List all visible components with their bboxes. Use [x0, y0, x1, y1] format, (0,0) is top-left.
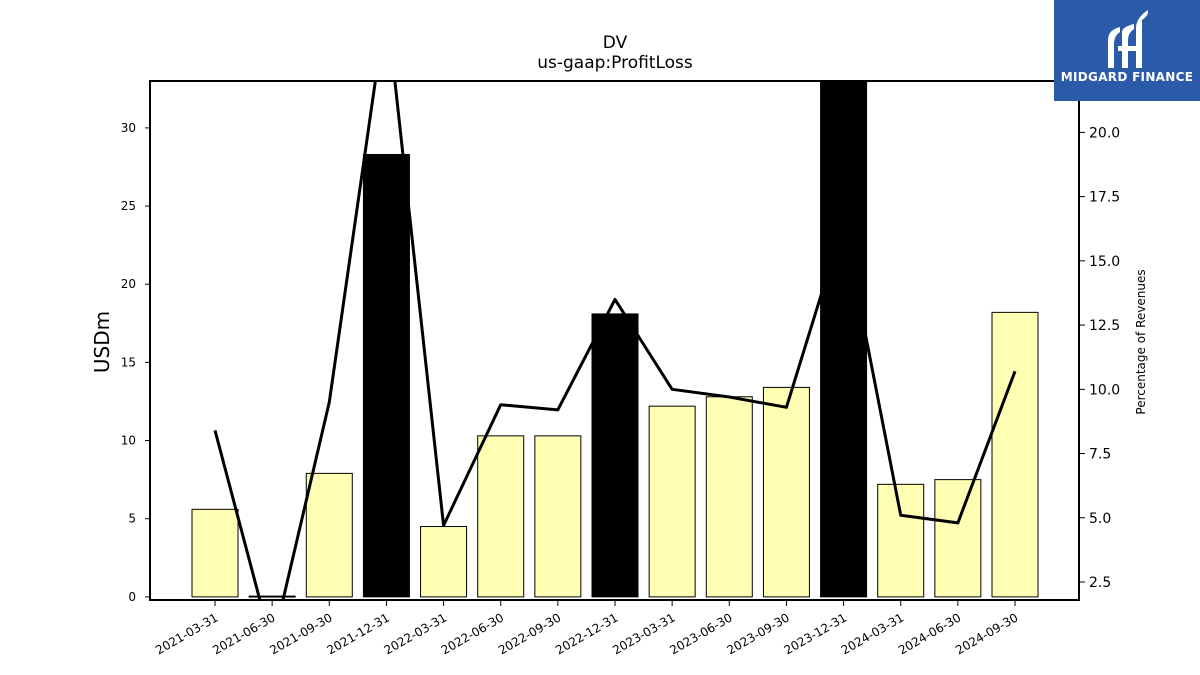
- brand-logo: MIDGARD FINANCE: [1054, 0, 1200, 101]
- bar-2023-03-31: [648, 405, 696, 598]
- bar-2021-12-31: [362, 153, 410, 598]
- x-tick-label: 2022-06-30: [439, 610, 506, 657]
- y-tick-label-right: 10.0: [1089, 382, 1120, 398]
- line-percentage-of-revenues: [213, 81, 1017, 600]
- bar-2021-06-30: [248, 595, 296, 598]
- bar-2023-09-30: [762, 386, 810, 598]
- y-tick-label-right: 2.5: [1089, 575, 1111, 591]
- logo-mark-icon: [1108, 10, 1148, 68]
- bar-2024-09-30: [991, 311, 1039, 598]
- x-tick-label: 2023-09-30: [725, 610, 792, 657]
- x-tick-label: 2021-06-30: [210, 610, 277, 657]
- x-tick-label: 2021-12-31: [325, 610, 392, 657]
- bar-2023-12-31: [820, 81, 868, 598]
- y-tick-label-left: 25: [121, 199, 136, 213]
- plot-area: 0 5 10 15 20 25 30 2.5 5.0 7.5 10.0 12.5 15.0 17.5 20.…: [121, 80, 1120, 657]
- plot-series: [191, 81, 1039, 600]
- y-tick-label-left: 10: [121, 434, 136, 448]
- bar-2021-03-31: [191, 508, 239, 598]
- y-tick-label-right: 5.0: [1089, 511, 1111, 527]
- y-tick-label-left: 5: [128, 512, 136, 526]
- x-tick-label: 2021-03-31: [153, 610, 220, 657]
- y-tick-label-left: 15: [121, 355, 136, 369]
- x-tick-label: 2024-03-31: [839, 610, 906, 657]
- x-tick-label: 2023-03-31: [610, 610, 677, 657]
- bar-2022-06-30: [477, 435, 525, 598]
- bar-2021-09-30: [305, 472, 353, 598]
- x-tick-label: 2022-03-31: [382, 610, 449, 657]
- bar-2022-03-31: [420, 526, 468, 598]
- y-tick-label-left: 0: [128, 590, 136, 604]
- bar-2024-06-30: [934, 479, 982, 598]
- chart-subtitle: us-gaap:ProfitLoss: [537, 53, 693, 73]
- x-tick-label: 2022-12-31: [553, 610, 620, 657]
- y-axis-label-left: USDm: [90, 311, 114, 373]
- y-tick-label-left: 30: [121, 121, 136, 135]
- y-tick-label-left: 20: [121, 277, 136, 291]
- x-tick-label: 2023-06-30: [667, 610, 734, 657]
- bar-2024-03-31: [877, 483, 925, 598]
- chart-title: DV: [603, 33, 628, 53]
- bar-2022-12-31: [591, 313, 639, 598]
- y-tick-label-right: 12.5: [1089, 318, 1120, 334]
- y-tick-label-right: 15.0: [1089, 254, 1120, 270]
- bar-2022-09-30: [534, 435, 582, 598]
- x-tick-label: 2024-06-30: [896, 610, 963, 657]
- logo-text: MIDGARD FINANCE: [1061, 70, 1193, 84]
- y-tick-label-right: 7.5: [1089, 447, 1111, 463]
- x-tick-label: 2024-09-30: [953, 610, 1020, 657]
- x-tick-label: 2021-09-30: [267, 610, 334, 657]
- x-tick-label: 2023-12-31: [782, 610, 849, 657]
- x-tick-label: 2022-09-30: [496, 610, 563, 657]
- y-axis-label-right: Percentage of Revenues: [1134, 269, 1148, 414]
- bar-2023-06-30: [705, 396, 753, 598]
- y-tick-label-right: 17.5: [1089, 190, 1120, 206]
- y-tick-label-right: 20.0: [1089, 125, 1120, 141]
